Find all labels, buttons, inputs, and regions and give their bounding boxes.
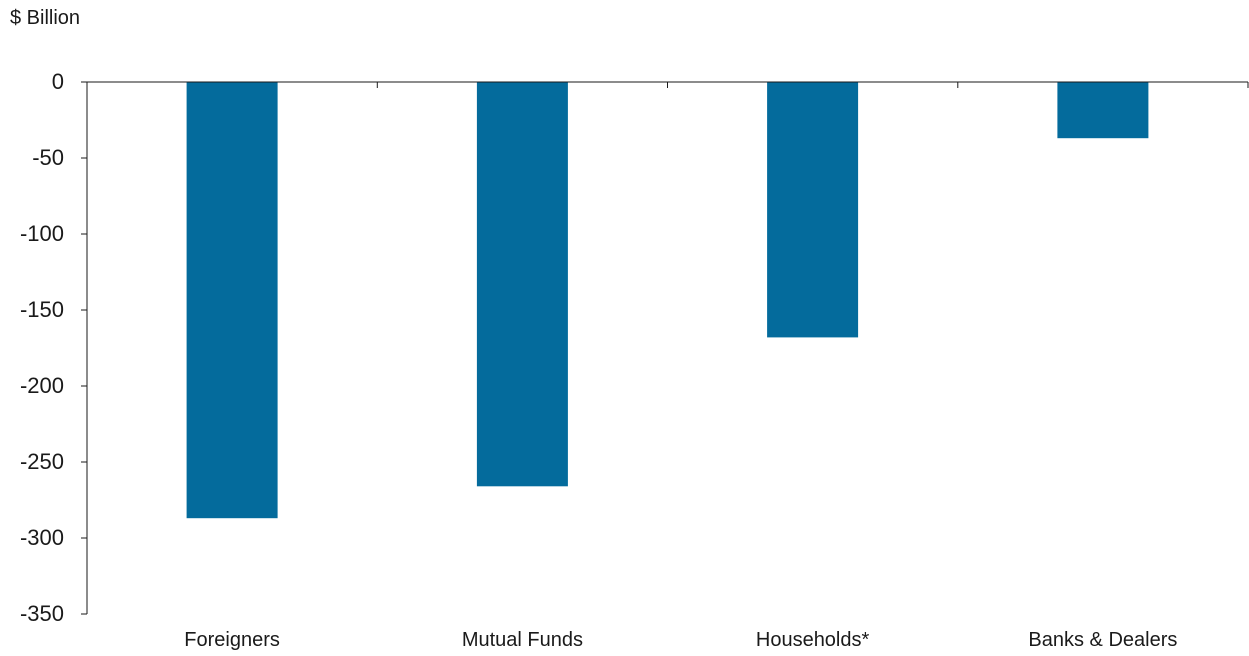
- bar-mutual-funds: [476, 82, 568, 487]
- x-tick-label: Households*: [756, 629, 870, 651]
- y-tick-label: -300: [20, 525, 64, 550]
- y-axis-unit-label: $ Billion: [10, 7, 80, 29]
- bar-households: [767, 82, 859, 338]
- bars-layer: [186, 82, 1149, 519]
- bar-banks-dealers: [1057, 82, 1149, 139]
- y-tick-label: -100: [20, 221, 64, 246]
- y-tick-label: -250: [20, 449, 64, 474]
- x-category-labels: Foreigners Mutual Funds Households* Banks &…: [184, 629, 1177, 651]
- y-tick-label: -150: [20, 297, 64, 322]
- y-tick-labels: 0 -50 -100 -150 -200 -250 -300 -350: [20, 69, 64, 626]
- y-tick-label: -50: [32, 145, 64, 170]
- y-tick-label: -350: [20, 601, 64, 626]
- axis-layer: [81, 81, 1249, 615]
- y-tick-label: -200: [20, 373, 64, 398]
- y-tick-label: 0: [52, 69, 64, 94]
- x-tick-label: Foreigners: [184, 629, 280, 651]
- bar-foreigners: [186, 82, 278, 519]
- x-tick-label: Banks & Dealers: [1028, 629, 1177, 651]
- x-tick-label: Mutual Funds: [462, 629, 583, 651]
